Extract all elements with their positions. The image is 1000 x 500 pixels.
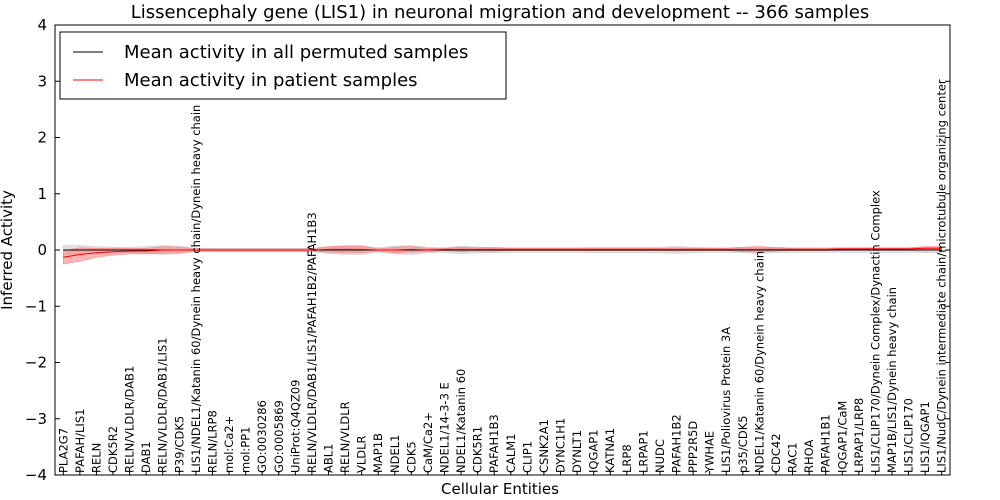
x-tick-label: mol:PP1 bbox=[239, 427, 253, 474]
x-tick-label: CLIP1 bbox=[520, 441, 534, 473]
x-tick-label: GO:0030286 bbox=[255, 400, 269, 473]
y-tick-label: −4 bbox=[25, 466, 47, 484]
x-tick-label: IQGAP1/CaM bbox=[835, 401, 849, 473]
y-tick-label: 2 bbox=[37, 129, 47, 147]
series-lines bbox=[63, 247, 942, 258]
x-tick-label: LIS1/Poliovirus Protein 3A bbox=[719, 327, 733, 473]
y-tick-label: −3 bbox=[25, 410, 47, 428]
x-tick-label: DYNLT1 bbox=[570, 430, 584, 473]
x-tick-label: LIS1/CLIP170 bbox=[902, 398, 916, 473]
x-tick-label: LRPAP1 bbox=[636, 430, 650, 473]
legend: Mean activity in all permuted samples Me… bbox=[59, 31, 507, 100]
legend-label-patient: Mean activity in patient samples bbox=[124, 70, 418, 91]
x-tick-label: PAFAH1B2 bbox=[670, 414, 684, 473]
y-axis-ticks: −4 −3 −2 −1 0 1 2 3 4 bbox=[25, 16, 950, 484]
y-tick-label: −2 bbox=[25, 354, 47, 372]
legend-label-permuted: Mean activity in all permuted samples bbox=[124, 42, 468, 63]
x-tick-label: LIS1/NDEL1/Katanin 60/Dynein heavy chain… bbox=[189, 105, 203, 473]
x-tick-label: MAP1B/LIS1/Dynein heavy chain bbox=[885, 287, 899, 473]
legend-box bbox=[59, 31, 507, 100]
x-tick-label: RELN/VLDLR bbox=[338, 401, 352, 473]
x-tick-label: DYNC1H1 bbox=[554, 418, 568, 473]
x-tick-label: NDEL1 bbox=[388, 435, 402, 473]
x-tick-label: IQGAP1 bbox=[587, 430, 601, 473]
chart-title: Lissencephaly gene (LIS1) in neuronal mi… bbox=[131, 2, 870, 23]
x-tick-label: DAB1 bbox=[139, 441, 153, 473]
x-tick-label: CDK5R2 bbox=[106, 426, 120, 473]
x-tick-label: NDEL1/14-3-3 E bbox=[438, 382, 452, 473]
x-tick-label: RELN/VLDLR/DAB1/LIS1/PAFAH1B2/PAFAH1B3 bbox=[305, 212, 319, 473]
x-tick-label: LRPAP1/LRP8 bbox=[852, 398, 866, 473]
x-tick-label: LIS1/IQGAP1 bbox=[918, 401, 932, 473]
x-tick-label: MAP1B bbox=[371, 433, 385, 473]
x-tick-label: UniProt:Q4QZ09 bbox=[288, 380, 302, 473]
x-tick-label: NDEL1/Katanin 60/Dynein heavy chain bbox=[752, 251, 766, 473]
x-axis-label: Cellular Entities bbox=[441, 480, 559, 498]
x-tick-label: RELN/VLDLR/DAB1 bbox=[123, 366, 137, 473]
x-tick-label: CDK5R1 bbox=[471, 426, 485, 473]
x-tick-label: PAFAH1B1 bbox=[819, 414, 833, 473]
y-tick-label: 3 bbox=[37, 72, 47, 90]
y-tick-label: −1 bbox=[25, 297, 47, 315]
x-tick-label: LIS1/NudC/Dynein intermediate chain/micr… bbox=[935, 79, 949, 473]
x-tick-label: CSNK2A1 bbox=[537, 419, 551, 473]
y-axis-label: Inferred Activity bbox=[0, 190, 16, 310]
y-tick-label: 1 bbox=[37, 185, 47, 203]
x-tick-label: YWHAE bbox=[703, 431, 717, 474]
x-tick-label: CALM1 bbox=[504, 433, 518, 473]
x-tick-label: VLDLR bbox=[355, 435, 369, 473]
y-tick-label: 4 bbox=[37, 16, 47, 34]
x-tick-label: PAFAH1B3 bbox=[487, 414, 501, 473]
x-tick-label: RELN/LRP8 bbox=[206, 410, 220, 473]
x-tick-label: RAC1 bbox=[786, 442, 800, 473]
x-tick-label: CaM/Ca2+ bbox=[421, 412, 435, 473]
x-tick-label: GO:0005869 bbox=[272, 400, 286, 473]
x-tick-label: RELN bbox=[89, 443, 103, 473]
x-tick-label: RHOA bbox=[802, 440, 816, 473]
x-tick-label: PLA2G7 bbox=[56, 428, 70, 473]
x-tick-label: NUDC bbox=[653, 439, 667, 473]
x-tick-label: PPP2R5D bbox=[686, 421, 700, 473]
x-tick-label: NDEL1/Katanin 60 bbox=[454, 369, 468, 473]
x-tick-label: PAFAH/LIS1 bbox=[73, 409, 87, 473]
x-tick-label: LIS1/CLIP170/Dynein Complex/Dynactin Com… bbox=[868, 190, 882, 473]
x-tick-label: LRP8 bbox=[620, 444, 634, 473]
x-tick-label: ABL1 bbox=[322, 444, 336, 473]
x-tick-label: KATNA1 bbox=[603, 428, 617, 473]
x-tick-label: P39/CDK5 bbox=[172, 416, 186, 473]
x-axis-ticks: PLA2G7 PAFAH/LIS1 RELN CDK5R2 RELN/VLDLR/DAB… bbox=[56, 79, 949, 475]
x-tick-label: mol:Ca2+ bbox=[222, 416, 236, 473]
line-patient bbox=[63, 247, 942, 258]
x-tick-label: p35/CDK5 bbox=[736, 415, 750, 473]
y-tick-label: 0 bbox=[37, 241, 47, 259]
x-tick-label: CDC42 bbox=[769, 433, 783, 473]
x-tick-label: CDK5 bbox=[404, 441, 418, 473]
x-tick-label: RELN/VLDLR/DAB1/LIS1 bbox=[156, 337, 170, 473]
